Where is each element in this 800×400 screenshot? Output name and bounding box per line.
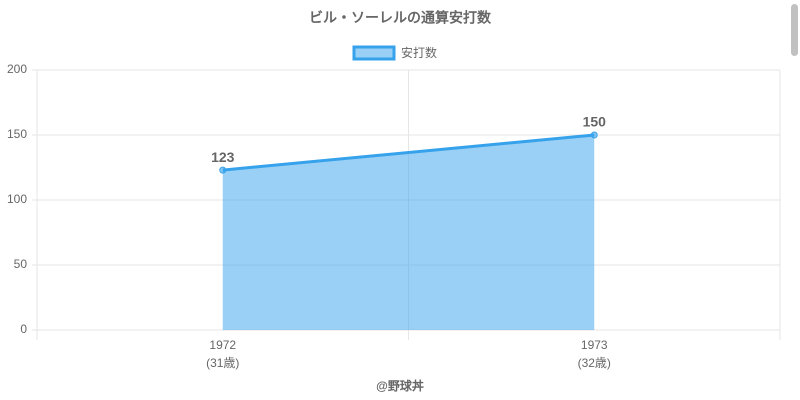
scrollbar[interactable] [791, 4, 798, 56]
y-tick-label: 0 [20, 322, 27, 336]
y-tick-label: 200 [7, 62, 27, 76]
y-tick-label: 50 [14, 257, 28, 271]
x-tick-label: 1973 [581, 338, 608, 352]
x-tick-label: 1972 [209, 338, 236, 352]
data-label: 150 [583, 114, 607, 130]
x-axis-title: @野球丼 [376, 378, 424, 393]
area-fill [222, 135, 595, 330]
line [222, 133, 595, 172]
y-tick-label: 100 [7, 192, 27, 206]
point [219, 166, 227, 174]
legend-swatch [352, 45, 396, 61]
legend-label: 安打数 [401, 45, 437, 60]
x-tick-sublabel: (31歳) [206, 356, 239, 370]
point [590, 131, 598, 139]
data-label: 123 [211, 149, 235, 165]
x-tick-sublabel: (32歳) [578, 356, 611, 370]
chart-title: ビル・ソーレルの通算安打数 [309, 10, 492, 26]
y-tick-label: 150 [7, 127, 27, 141]
